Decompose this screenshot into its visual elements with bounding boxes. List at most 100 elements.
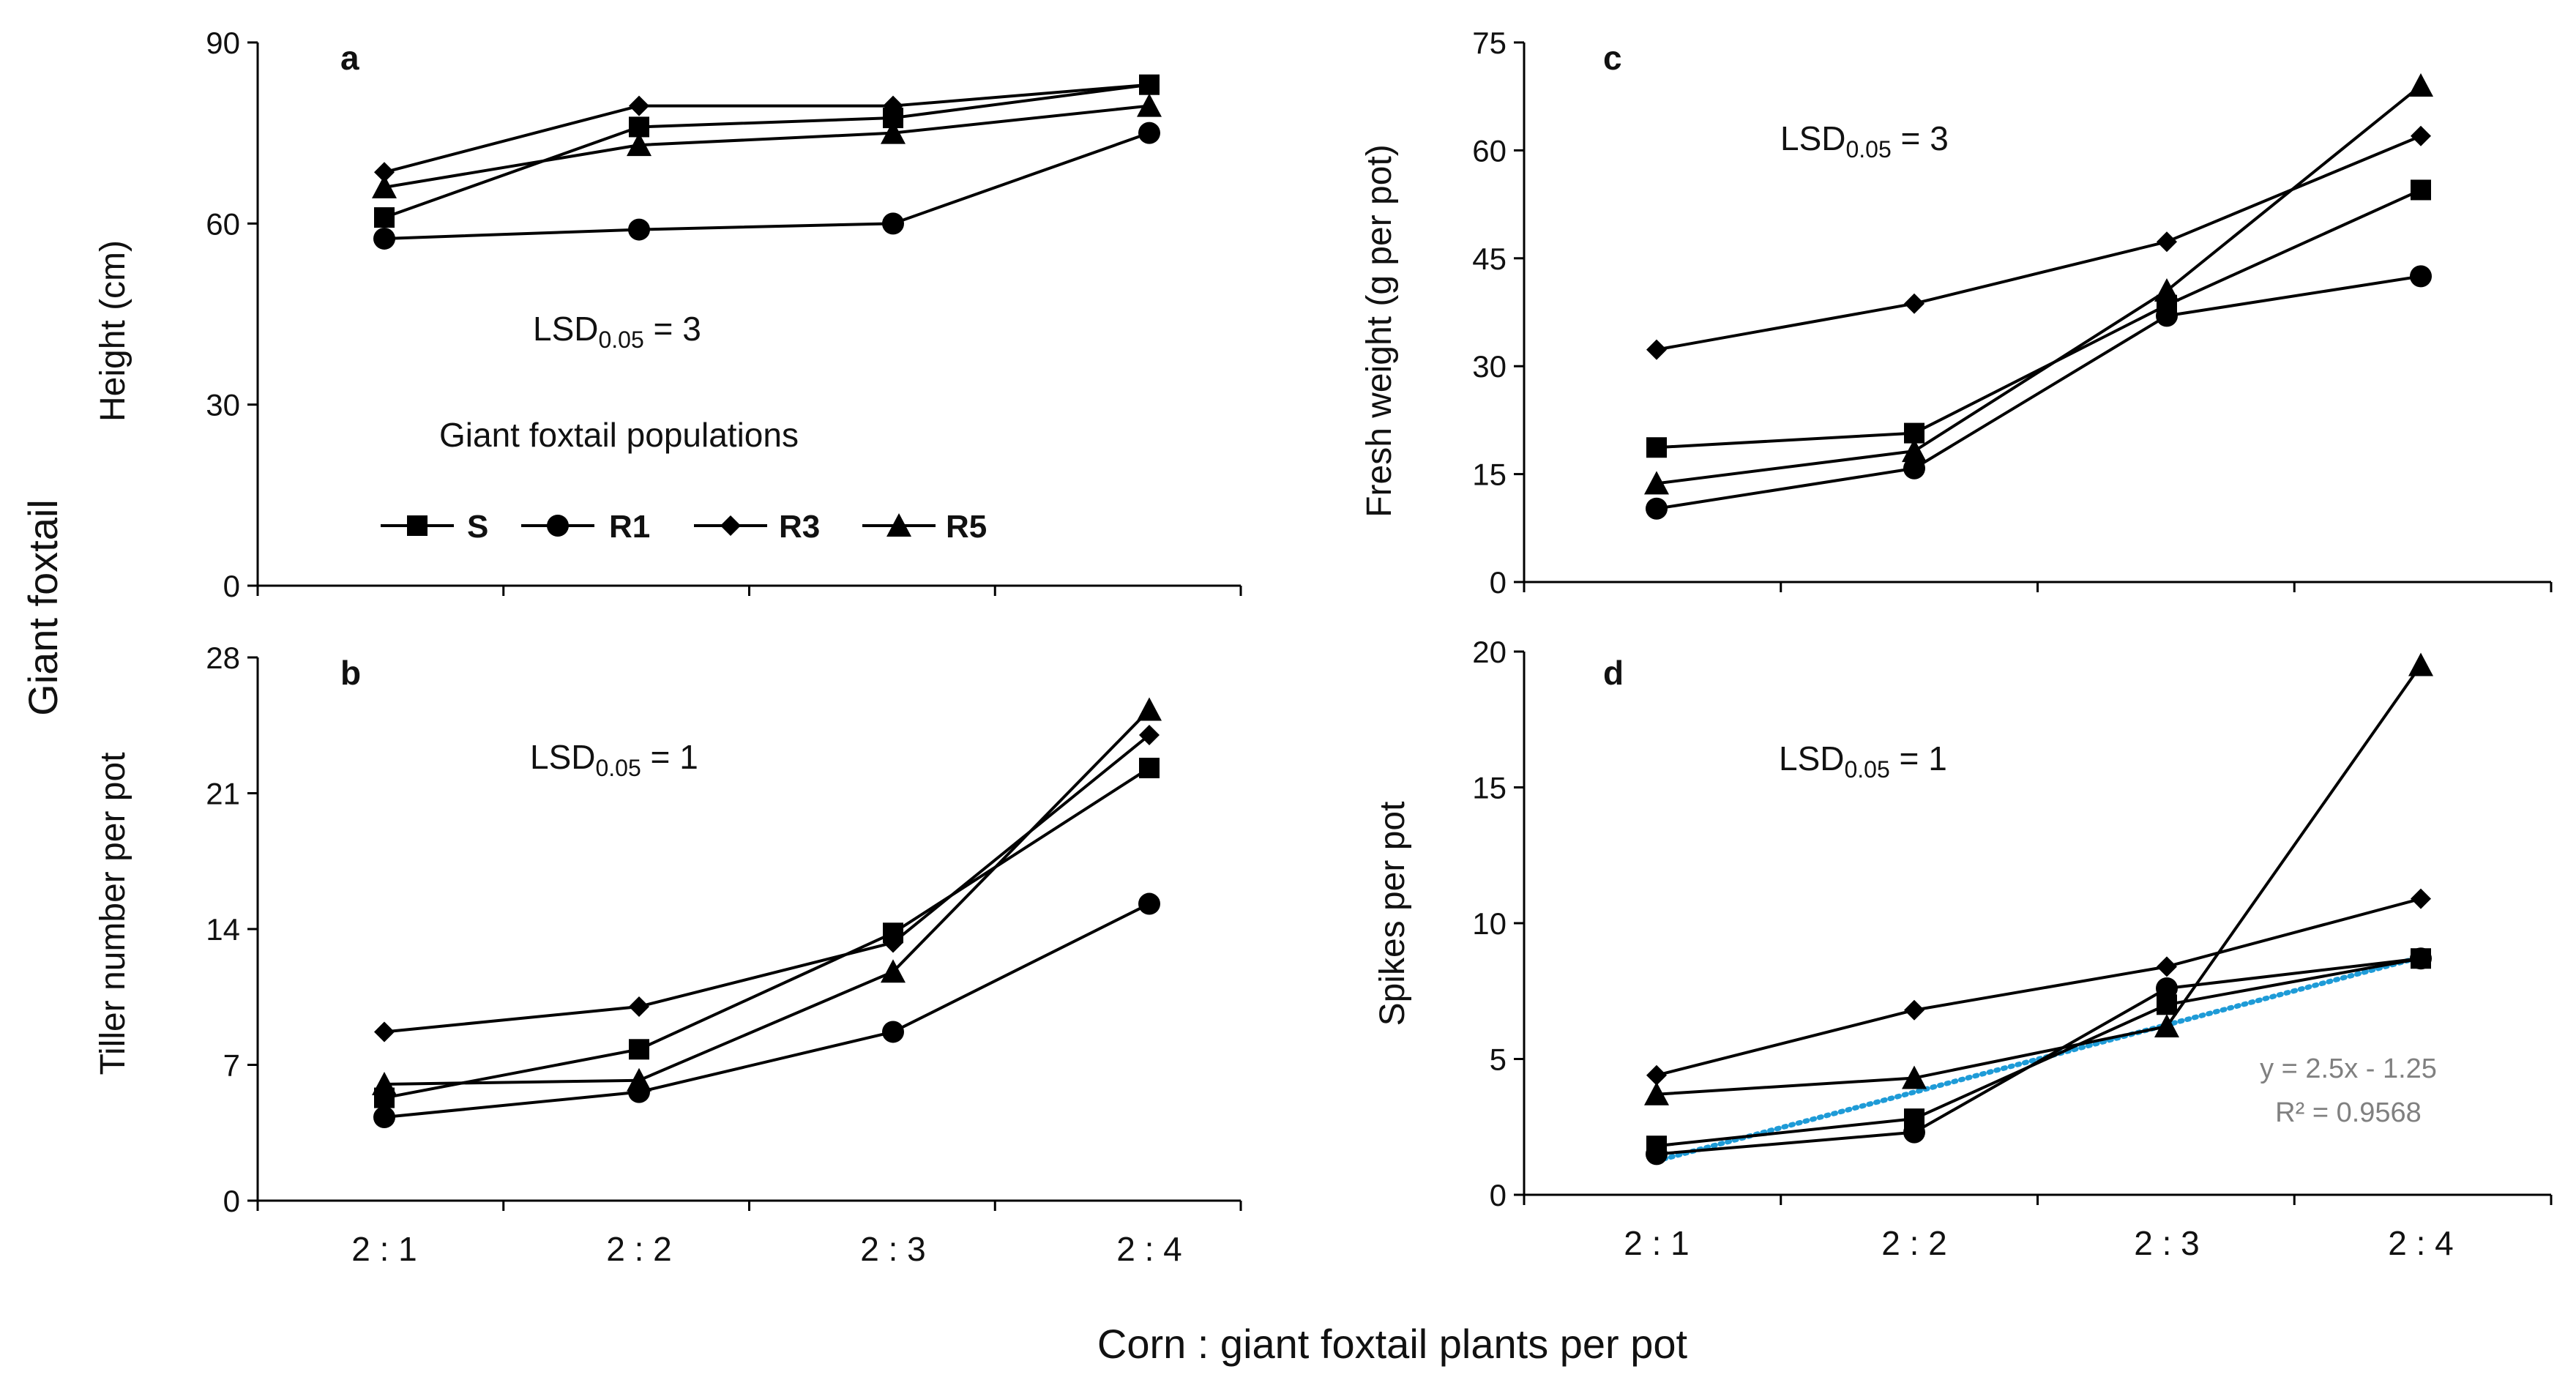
panel-b-point-r5-1 [627, 1067, 652, 1092]
panel-d-point-r1-3 [2410, 947, 2432, 970]
panel-d-point-r5-1 [1902, 1065, 1927, 1089]
panel-b-ytick-label-3: 21 [206, 777, 240, 811]
panel-c-ytick-label-1: 15 [1472, 458, 1507, 492]
panel-a-point-r5-3 [1137, 93, 1162, 117]
panel-c-point-r3-2 [2157, 231, 2177, 253]
panel-a-point-r5-1 [627, 133, 652, 157]
legend-s-label: S [467, 509, 488, 545]
panel-d-lsd-sub: 0.05 [1844, 756, 1889, 783]
legend-r5-marker [886, 513, 911, 537]
panel-b-series [372, 697, 1162, 1129]
panel-d-lsd-value: = 1 [1890, 739, 1947, 777]
legend-entry-r1: R1 [521, 509, 650, 545]
panel-b-line-s [384, 767, 1151, 1100]
panel-d-lsd-prefix: LSD [1779, 739, 1844, 777]
panel-c-point-s-3 [2411, 179, 2431, 201]
panel-a-line-r5 [384, 104, 1150, 189]
panel-b-xtick-label-3: 2 : 4 [1116, 1230, 1182, 1268]
panel-b-line-r1 [384, 902, 1150, 1119]
panel-b-point-r3-2 [883, 932, 903, 953]
panel-c-point-r1-2 [2156, 305, 2178, 327]
panel-d-ytick-label-1: 5 [1490, 1043, 1507, 1077]
panel-c-point-r1-0 [1646, 497, 1668, 520]
y-group-label: Giant foxtail [20, 499, 66, 716]
panel-a-line-r3 [384, 83, 1150, 174]
panel-b-point-r5-2 [881, 959, 906, 983]
panel-b-point-r1-3 [1138, 892, 1160, 915]
panel-c-point-r5-3 [2408, 72, 2433, 97]
panel-a-line-s [384, 83, 1150, 219]
panel-d-ytick-label-2: 10 [1472, 906, 1507, 941]
panel-b-letter: b [340, 654, 361, 692]
panel-b-point-r5-0 [372, 1072, 397, 1095]
panel-b-point-r3-0 [374, 1021, 395, 1043]
panel-c-lsd: LSD0.05 = 3 [1780, 119, 1949, 163]
panel-d-series [1644, 652, 2433, 1166]
legend-r3-label: R3 [779, 509, 820, 545]
panel-a-point-r3-3 [1139, 74, 1160, 95]
legend-r1-label: R1 [609, 509, 650, 545]
panel-b-xtick-label-1: 2 : 2 [606, 1230, 672, 1268]
panel-b-lsd-value: = 1 [641, 738, 698, 776]
panel-a-point-r3-1 [629, 95, 649, 116]
panel-d-point-r3-3 [2411, 888, 2431, 909]
panel-b-point-s-3 [1139, 758, 1160, 779]
panel-b-xtick-label-2: 2 : 3 [860, 1230, 926, 1268]
panel-b-point-r1-2 [882, 1021, 904, 1043]
panel-d-letter: d [1603, 654, 1624, 692]
panel-c-line-r5 [1656, 84, 2422, 485]
panel-d-point-r1-1 [1903, 1121, 1925, 1144]
panel-c-point-r3-3 [2411, 125, 2431, 146]
panel-d-xtick-label-3: 2 : 4 [2388, 1224, 2454, 1262]
panel-a-lsd: LSD0.05 = 3 [533, 310, 701, 353]
panel-d-xtick-label-0: 2 : 1 [1624, 1224, 1690, 1262]
panel-d-xtick-label-2: 2 : 3 [2134, 1224, 2200, 1262]
panel-d-point-r5-0 [1644, 1081, 1669, 1105]
trendline-equation: y = 2.5x - 1.25 [2260, 1053, 2437, 1084]
panel-c-point-r1-3 [2410, 265, 2432, 288]
x-axis-label: Corn : giant foxtail plants per pot [1097, 1321, 1688, 1367]
panel-b-point-r5-3 [1137, 697, 1162, 721]
panel-b-lsd-prefix: LSD [530, 738, 595, 776]
panel-c-point-r3-1 [1904, 293, 1924, 314]
panel-c-letter: c [1603, 39, 1622, 77]
panel-d-point-r1-2 [2156, 977, 2178, 1000]
panel-d-point-r5-2 [2154, 1013, 2179, 1037]
panel-d-point-r3-1 [1904, 999, 1924, 1021]
panel-c-point-r5-0 [1644, 471, 1669, 495]
legend-entry-r3: R3 [694, 509, 820, 545]
panel-a-ytick-label-3: 90 [206, 26, 240, 60]
legend-entry-r5: R5 [862, 509, 987, 545]
trendline-r-squared: R² = 0.9568 [2275, 1097, 2422, 1128]
panel-a-ytick-label-0: 0 [223, 569, 240, 603]
panel-a-letter: a [340, 39, 359, 77]
panel-b-point-s-1 [629, 1039, 649, 1060]
panel-a-series [372, 74, 1162, 250]
panel-a-point-r1-1 [628, 218, 650, 241]
panel-a-axes: 0 30 60 90 [206, 26, 1242, 603]
panel-c-point-r5-1 [1902, 439, 1927, 463]
panel-d-axes: 0 5 10 15 20 2 : 1 2 : 2 2 : 3 2 : 4 [1472, 635, 2553, 1262]
legend-entry-s: S [381, 509, 488, 545]
panel-c-lsd-prefix: LSD [1780, 119, 1845, 157]
panel-b-ytick-label-4: 28 [206, 641, 240, 675]
panel-b-ytick-label-0: 0 [223, 1184, 240, 1218]
panel-b-point-r3-3 [1139, 725, 1160, 745]
panel-c-point-r5-2 [2154, 278, 2179, 302]
panel-b-tillers: 0 7 14 21 28 2 : 1 2 : 2 2 : 3 2 : 4 b Tiller nu… [94, 641, 1242, 1268]
panel-a-point-s-0 [374, 207, 395, 228]
panel-a-point-r3-2 [883, 95, 903, 116]
panel-d-ytick-label-4: 20 [1472, 635, 1507, 669]
panel-c-ytick-label-5: 75 [1472, 26, 1507, 60]
panel-d-ylabel: Spikes per pot [1373, 802, 1412, 1026]
panel-c-line-r1 [1656, 275, 2422, 510]
panel-a-point-r5-0 [372, 174, 397, 198]
panel-d-spikes: 0 5 10 15 20 2 : 1 2 : 2 2 : 3 2 : 4 d Spikes pe… [1373, 635, 2553, 1262]
panel-b-axes: 0 7 14 21 28 2 : 1 2 : 2 2 : 3 2 : 4 [206, 641, 1242, 1268]
panel-d-ytick-label-0: 0 [1490, 1178, 1507, 1212]
legend: Giant foxtail populations S R1 R3 R5 [381, 416, 987, 545]
panel-c-ytick-label-2: 30 [1472, 349, 1507, 384]
panel-d-line-r1 [1656, 957, 2422, 1156]
panel-d-trendline [1654, 954, 2424, 1164]
